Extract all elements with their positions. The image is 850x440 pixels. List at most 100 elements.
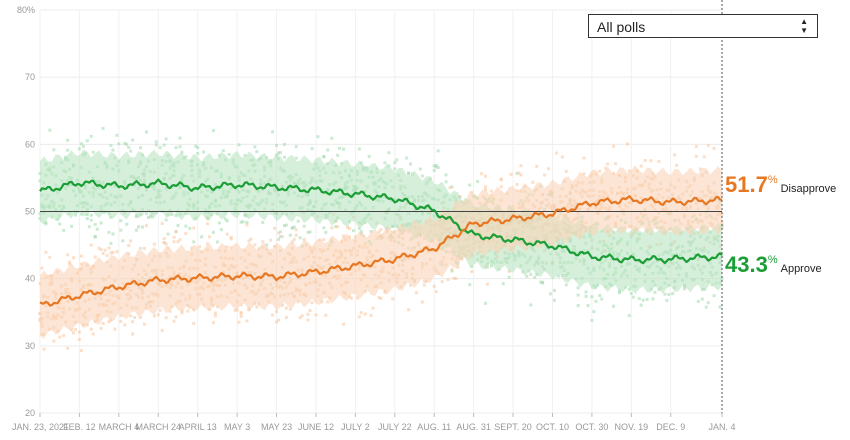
poll-dot <box>517 171 521 175</box>
x-tick-label: JULY 2 <box>341 422 370 432</box>
poll-dot <box>237 143 241 147</box>
poll-dot <box>582 156 586 160</box>
poll-dot <box>48 255 52 259</box>
poll-dot <box>91 150 95 154</box>
poll-dot <box>119 314 123 318</box>
poll-dot <box>357 147 361 151</box>
series-lines <box>39 178 723 307</box>
poll-dot <box>188 305 192 309</box>
poll-dot <box>316 135 320 139</box>
disapprove-band <box>40 165 722 339</box>
y-tick-label: 80% <box>17 5 35 15</box>
poll-dot <box>135 228 139 232</box>
poll-dot <box>483 174 487 178</box>
poll-dot <box>444 180 448 184</box>
x-tick-label: FEB. 12 <box>63 422 96 432</box>
poll-dot <box>436 165 440 169</box>
poll-dot <box>129 314 133 318</box>
poll-dot <box>184 155 188 159</box>
poll-dot <box>91 332 95 336</box>
poll-dot <box>168 309 172 313</box>
poll-dot <box>359 230 363 234</box>
poll-dot <box>178 145 182 149</box>
y-tick-label: 60 <box>25 139 35 149</box>
x-tick-label: JAN. 23, 2021 <box>12 422 69 432</box>
poll-dot <box>509 173 513 177</box>
poll-dot <box>306 318 310 322</box>
poll-dot <box>434 163 438 167</box>
poll-dot <box>330 136 334 140</box>
poll-dot <box>612 144 616 148</box>
poll-dot <box>44 250 48 254</box>
poll-dot <box>629 291 633 295</box>
poll-dot <box>625 142 629 146</box>
poll-dot <box>564 169 568 173</box>
poll-dot <box>174 214 178 218</box>
poll-dot <box>152 314 156 318</box>
poll-dot <box>409 283 413 287</box>
poll-dot <box>584 290 588 294</box>
poll-dot <box>292 225 296 229</box>
poll-dot <box>271 130 275 134</box>
poll-dot <box>196 152 200 156</box>
poll-dot <box>275 320 279 324</box>
x-tick-label: SEPT. 20 <box>494 422 532 432</box>
x-tick-label: JAN. 4 <box>708 422 735 432</box>
poll-dot <box>111 148 115 152</box>
poll-dot <box>144 224 148 228</box>
poll-dot <box>81 144 85 148</box>
poll-dot <box>470 270 474 274</box>
poll-dot <box>409 162 413 166</box>
poll-dot <box>66 253 70 257</box>
poll-dot <box>468 283 472 287</box>
poll-dot <box>87 225 91 229</box>
poll-dot <box>58 222 62 226</box>
poll-dot <box>639 164 643 168</box>
poll-dot <box>671 292 675 296</box>
poll-dot <box>144 212 148 216</box>
poll-dot <box>649 159 653 163</box>
poll-filter-select[interactable]: All polls ▲ ▼ <box>588 14 818 38</box>
poll-dot <box>117 142 121 146</box>
poll-dot <box>322 226 326 230</box>
poll-dot <box>265 243 269 247</box>
poll-dot <box>211 321 215 325</box>
poll-dot <box>353 235 357 239</box>
poll-dot <box>89 213 93 217</box>
poll-dot <box>237 320 241 324</box>
poll-dot <box>277 318 281 322</box>
poll-dot <box>336 153 340 157</box>
poll-dot <box>448 186 452 190</box>
poll-dot <box>432 164 436 168</box>
poll-dot <box>123 323 127 327</box>
poll-dot <box>99 221 103 225</box>
poll-dot <box>107 320 111 324</box>
poll-dot <box>107 230 111 234</box>
poll-dot <box>77 147 81 151</box>
poll-dot <box>178 238 182 242</box>
poll-dot <box>673 153 677 157</box>
poll-dot <box>219 228 223 232</box>
poll-dot <box>139 146 143 150</box>
poll-dot <box>109 143 113 147</box>
poll-dot <box>164 137 168 141</box>
x-tick-label: NOV. 19 <box>614 422 648 432</box>
poll-dot <box>418 167 422 171</box>
poll-dot <box>440 280 444 284</box>
poll-dot <box>273 226 277 230</box>
poll-dot <box>499 177 503 181</box>
poll-dot <box>590 295 594 299</box>
poll-dot <box>706 143 710 147</box>
poll-dot <box>206 242 210 246</box>
poll-dot <box>245 319 249 323</box>
poll-dot <box>131 320 135 324</box>
poll-dot <box>576 304 580 308</box>
poll-dot <box>345 225 349 229</box>
poll-dot <box>627 314 631 318</box>
poll-dot <box>239 314 243 318</box>
poll-dot <box>499 185 503 189</box>
poll-dot <box>225 232 229 236</box>
poll-dot <box>162 240 166 244</box>
poll-dot <box>541 281 545 285</box>
